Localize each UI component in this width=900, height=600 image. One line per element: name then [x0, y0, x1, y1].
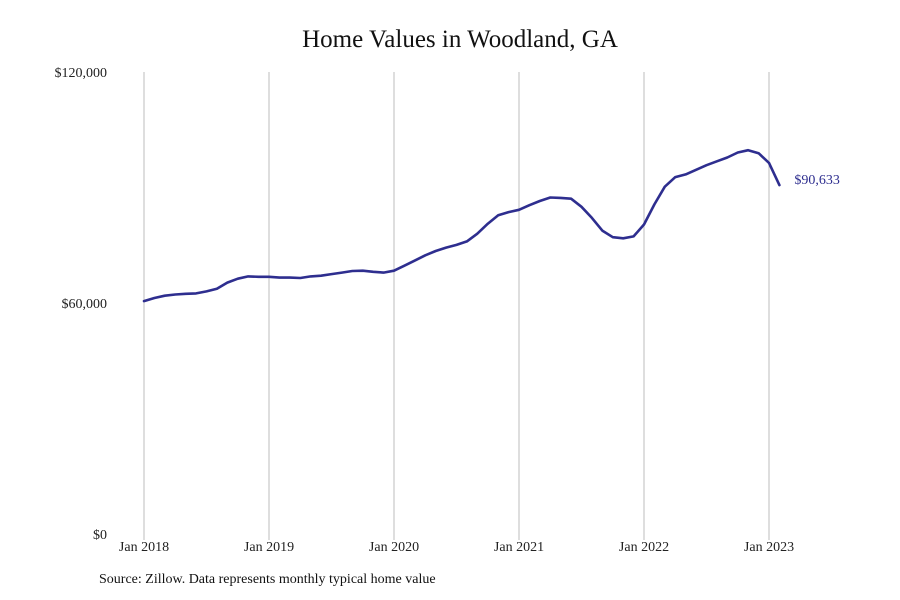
- x-tick-label: Jan 2018: [119, 540, 169, 555]
- x-tick-label: Jan 2019: [244, 540, 294, 555]
- source-note: Source: Zillow. Data represents monthly …: [99, 572, 436, 587]
- x-axis-ticks: Jan 2018 Jan 2019 Jan 2020 Jan 2021 Jan 2022…: [119, 540, 794, 555]
- x-tick-label: Jan 2022: [619, 540, 669, 555]
- series-line: [142, 148, 781, 303]
- y-tick-label: $60,000: [62, 297, 108, 312]
- x-tick-label: Jan 2021: [494, 540, 544, 555]
- x-tick-label: Jan 2020: [369, 540, 419, 555]
- gridlines: [143, 72, 770, 540]
- chart-title: Home Values in Woodland, GA: [302, 26, 618, 53]
- y-tick-label: $0: [93, 528, 107, 543]
- y-tick-label: $120,000: [55, 66, 108, 81]
- end-label-layer: $90,633: [794, 173, 840, 188]
- series-layer: [142, 148, 781, 303]
- y-axis-ticks: $0 $60,000 $120,000: [55, 66, 108, 543]
- end-value-label: $90,633: [794, 173, 840, 188]
- x-tick-label: Jan 2023: [744, 540, 794, 555]
